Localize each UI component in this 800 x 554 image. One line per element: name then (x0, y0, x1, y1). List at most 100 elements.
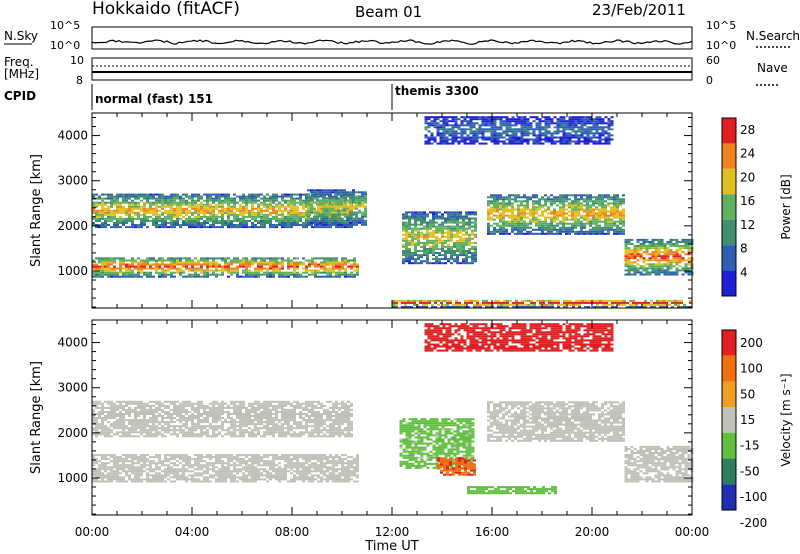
cell (619, 222, 622, 225)
cell (517, 136, 521, 139)
cell (137, 273, 140, 276)
cell (665, 301, 668, 304)
cell (307, 207, 310, 210)
cell (500, 301, 503, 304)
cell (331, 219, 334, 222)
cell (185, 217, 188, 220)
cell (107, 213, 110, 216)
cell (574, 214, 577, 217)
cell (248, 265, 251, 268)
cell (272, 205, 275, 208)
cell (131, 259, 134, 262)
cell (681, 269, 685, 272)
cell (293, 224, 296, 226)
cell (654, 247, 658, 250)
cell (402, 233, 405, 236)
cell (565, 228, 568, 231)
cell (131, 205, 134, 208)
cell (502, 124, 506, 127)
cell (604, 220, 607, 223)
power-band-1 (92, 193, 353, 229)
cell (610, 226, 613, 229)
cell (502, 122, 506, 125)
cell (544, 194, 547, 197)
cell (574, 116, 578, 119)
cell (239, 220, 242, 222)
cell (215, 213, 218, 216)
cell (311, 220, 314, 222)
cell (471, 252, 474, 254)
cell (95, 215, 98, 218)
cell (487, 222, 490, 225)
cell (191, 217, 194, 220)
cell (559, 194, 562, 197)
cell (523, 132, 527, 135)
power-band-5 (624, 238, 694, 276)
cell (414, 260, 417, 263)
cell (502, 218, 505, 221)
cell (179, 209, 182, 212)
cell (645, 251, 649, 254)
cell (293, 265, 296, 268)
cell (432, 250, 435, 252)
cell (544, 118, 548, 121)
cell (182, 211, 185, 214)
cell (562, 198, 565, 201)
cell (565, 198, 568, 201)
cell (188, 222, 191, 224)
cell (251, 222, 254, 224)
cell (404, 303, 407, 306)
cell (284, 209, 287, 212)
cell (230, 261, 233, 264)
cell (191, 265, 194, 268)
cell (329, 215, 332, 218)
cell (179, 261, 182, 264)
cell (593, 306, 596, 308)
cell (296, 257, 299, 260)
cell (137, 269, 140, 272)
cell (639, 243, 643, 245)
cell (681, 251, 685, 254)
cell (583, 200, 586, 203)
cell (423, 221, 426, 224)
cell (577, 136, 581, 139)
cell (466, 128, 470, 131)
cell (417, 250, 420, 252)
cell (305, 259, 308, 262)
cell (627, 269, 631, 272)
cell (272, 211, 275, 214)
cell (468, 241, 471, 244)
cell (402, 215, 405, 218)
cell (296, 213, 299, 216)
cell (610, 116, 614, 119)
cell (511, 222, 514, 225)
cell (544, 220, 547, 223)
cell (122, 267, 125, 270)
y-tick-label: 1000 (57, 264, 88, 278)
cell (553, 126, 557, 129)
cell (203, 205, 206, 208)
cell (233, 199, 236, 202)
cell (251, 273, 254, 276)
cell (173, 222, 176, 224)
cell (514, 200, 517, 203)
cell (122, 197, 125, 200)
cell (624, 263, 628, 266)
cell (137, 211, 140, 214)
cell (116, 211, 119, 214)
cell (604, 214, 607, 217)
cell (444, 231, 447, 234)
cell (125, 269, 128, 272)
cell (149, 271, 152, 274)
cell (361, 197, 364, 200)
cell (98, 224, 101, 226)
cell (613, 194, 616, 197)
cell (668, 299, 671, 302)
cell (128, 197, 131, 200)
cell (143, 273, 146, 276)
cell (533, 303, 536, 306)
cell (113, 454, 116, 457)
cell (508, 134, 512, 137)
cell (95, 468, 98, 471)
cell (432, 241, 435, 244)
